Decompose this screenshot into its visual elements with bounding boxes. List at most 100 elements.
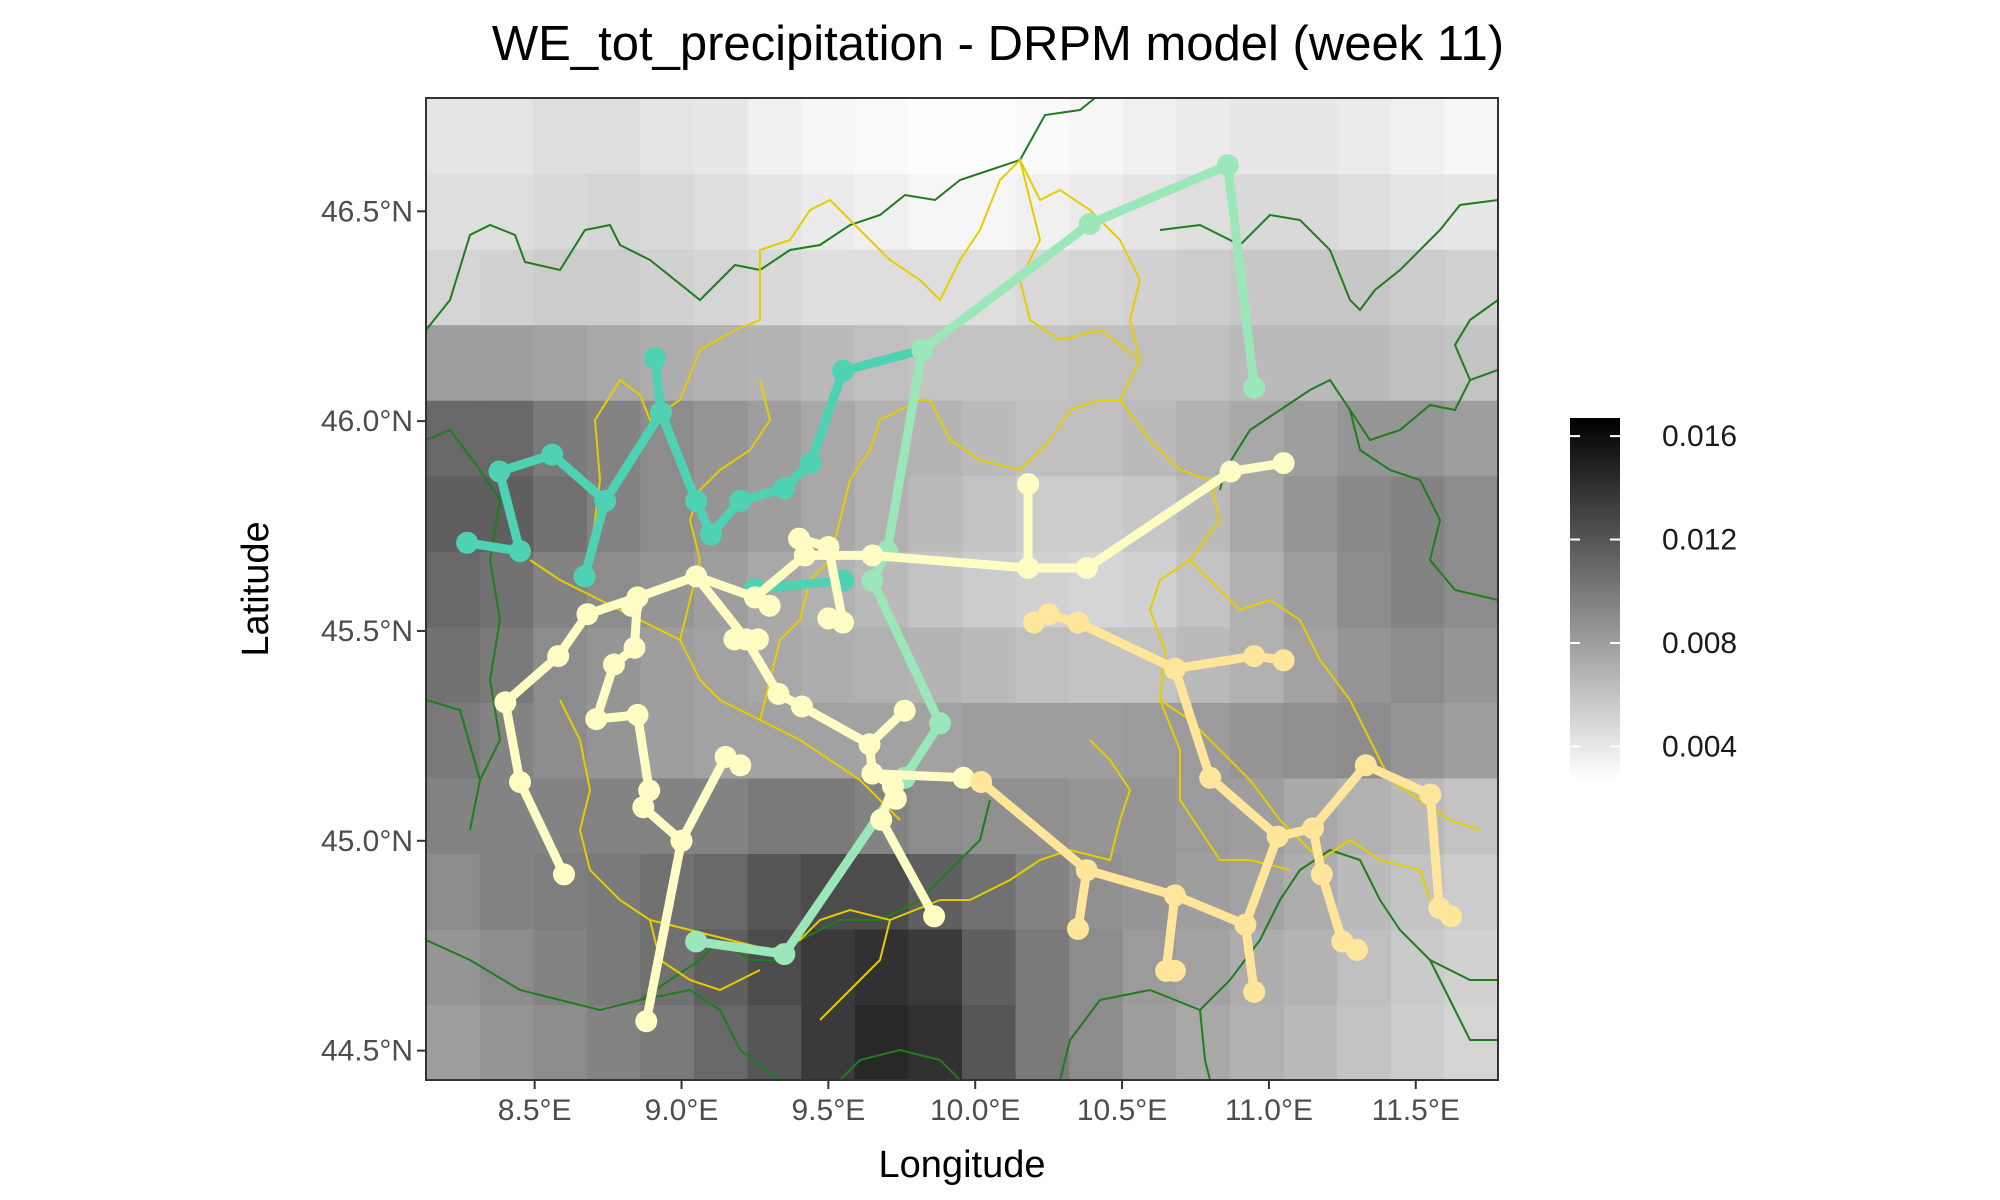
station-point (1234, 913, 1257, 936)
heatmap-cell (1337, 551, 1392, 628)
heatmap-cell (586, 98, 641, 175)
heatmap-cell (1390, 702, 1445, 779)
station-point (670, 829, 693, 852)
station-point (1199, 766, 1222, 789)
x-tick-label: 9.0°E (645, 1094, 719, 1127)
heatmap-cell (747, 324, 802, 401)
heatmap-cell (586, 173, 641, 250)
country-border-line (426, 939, 781, 1080)
heatmap-cell (747, 173, 802, 250)
heatmap-cell (426, 98, 481, 175)
station-point (1163, 657, 1186, 680)
heatmap-cell (426, 928, 481, 1006)
cluster-routes (456, 154, 1462, 1033)
y-tick-label: 45.0°N (321, 825, 413, 858)
station-point (1017, 557, 1040, 579)
heatmap-cell (1283, 249, 1338, 326)
heatmap-cell (533, 928, 588, 1006)
heatmap-cell (586, 1004, 641, 1080)
heatmap-cell (1176, 928, 1231, 1006)
heatmap-cell (1122, 551, 1177, 628)
heatmap-cell (1444, 626, 1498, 703)
heatmap-cell (479, 551, 534, 628)
station-point (553, 863, 575, 886)
province-line (940, 739, 1132, 901)
legend-ticks: 0.016 0.012 0.008 0.004 (1570, 420, 1737, 763)
heatmap-cell (1283, 1004, 1338, 1080)
station-point (832, 611, 855, 634)
heatmap-cell (1015, 324, 1070, 401)
heatmap-cell (479, 98, 534, 175)
heatmap-cell (1230, 551, 1285, 628)
station-point (541, 443, 564, 466)
legend-tick-label: 0.016 (1662, 420, 1737, 453)
heatmap-cell (479, 324, 534, 401)
heatmap-cell (533, 777, 588, 854)
station-point (509, 771, 531, 793)
heatmap-cell (479, 1004, 534, 1080)
heatmap-cell (1444, 702, 1498, 779)
station-point (1243, 980, 1266, 1003)
heatmap-cell (1337, 98, 1392, 175)
heatmap-cell (694, 249, 749, 326)
station-point (817, 536, 840, 558)
heatmap-cell (426, 324, 481, 401)
station-point (884, 787, 907, 810)
heatmap-cell (1390, 98, 1445, 175)
province-line (559, 699, 941, 952)
station-point (1243, 645, 1266, 668)
station-point (729, 754, 752, 777)
station-point (1272, 649, 1295, 672)
station-point (767, 682, 790, 705)
heatmap-cell (1015, 173, 1070, 250)
heatmap-cell (1176, 249, 1231, 326)
station-point (603, 653, 625, 676)
heatmap-cell (1230, 1004, 1285, 1080)
heatmap-cell (1069, 475, 1124, 552)
station-point (638, 779, 661, 802)
heatmap-cell (694, 1004, 749, 1080)
country-border-line (1453, 299, 1498, 381)
x-tick-label: 11.5°E (1372, 1094, 1460, 1127)
y-tick-label: 44.5°N (321, 1035, 413, 1068)
y-tick-label: 46.0°N (321, 405, 413, 438)
station-point (861, 544, 884, 567)
heatmap-cell (854, 249, 909, 326)
route-line (1240, 832, 1283, 930)
province-line (1159, 699, 1291, 871)
heatmap-cell (1390, 551, 1445, 628)
heatmap-cell (1390, 400, 1445, 477)
station-point (893, 699, 916, 722)
heatmap-cell (1015, 626, 1070, 703)
heatmap-cell (1444, 400, 1498, 477)
heatmap-cell (426, 702, 481, 779)
heatmap-cell (1444, 249, 1498, 326)
heatmap-cell (801, 98, 856, 175)
heatmap-cell (1283, 702, 1338, 779)
map-panel (425, 97, 1499, 1081)
heatmap-cell (908, 777, 963, 854)
heatmap-cell (1337, 249, 1392, 326)
heatmap-cell (1122, 777, 1177, 854)
heatmap-cell (1122, 324, 1177, 401)
heatmap-cell (908, 626, 963, 703)
heatmap-cell (533, 98, 588, 175)
station-point (1075, 859, 1098, 882)
y-tick-label: 45.5°N (321, 615, 413, 648)
x-axis-ticks: 8.5°E 9.0°E 9.5°E 10.0°E 10.5°E 11.0°E 11.5°E (498, 1080, 1460, 1127)
x-tick-label: 9.5°E (792, 1094, 866, 1127)
station-point (773, 477, 796, 500)
province-line (529, 559, 901, 821)
station-point (1163, 959, 1186, 982)
heatmap-cell (801, 1004, 856, 1080)
province-line (929, 399, 1120, 472)
station-point (576, 603, 599, 626)
country-border-line (1349, 409, 1498, 601)
station-point (1302, 817, 1324, 840)
heatmap-cell (1337, 400, 1392, 477)
heatmap-cell (854, 98, 909, 175)
country-border-line (839, 1048, 961, 1080)
heatmap-cell (1283, 98, 1338, 175)
heatmap-cell (747, 400, 802, 477)
